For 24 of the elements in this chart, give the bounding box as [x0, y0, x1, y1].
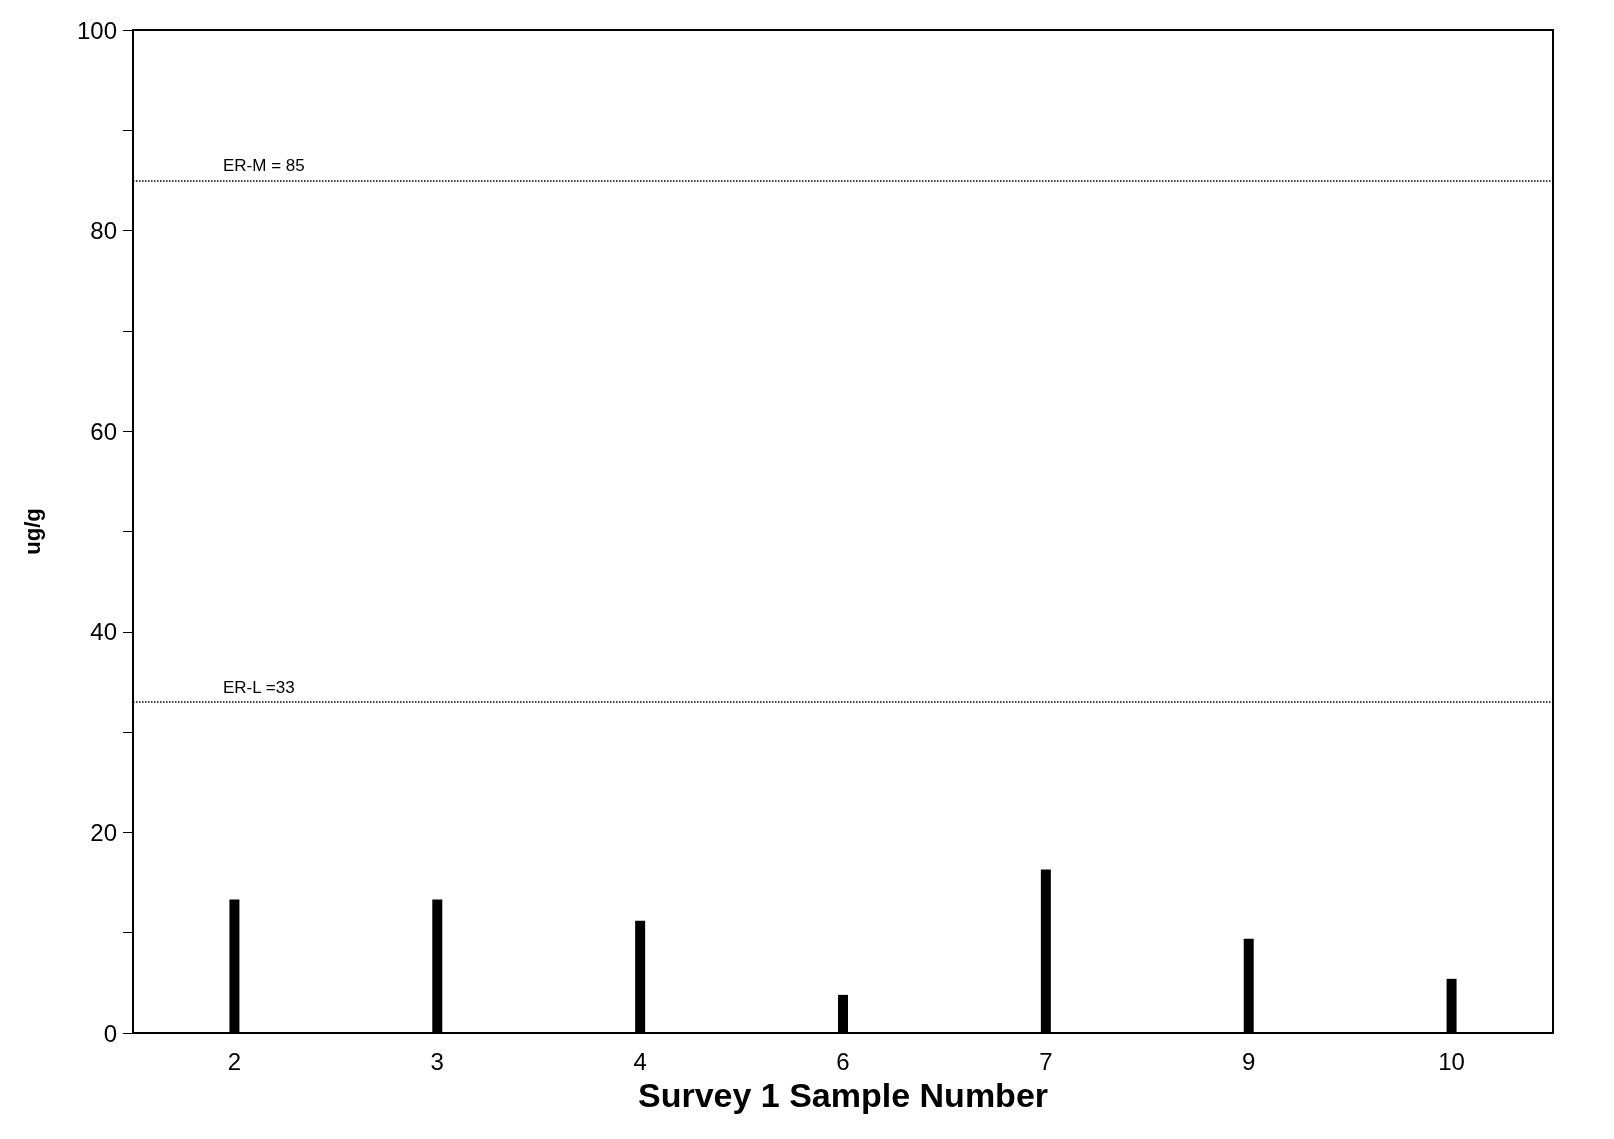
y-tick-label: 80: [90, 217, 117, 245]
x-tick-label: 3: [430, 1047, 444, 1075]
ref-line-label: ER-L =33: [223, 678, 295, 698]
bar: [635, 920, 646, 1033]
y-tick-label: 0: [103, 1019, 117, 1047]
x-tick-label: 10: [1438, 1047, 1465, 1075]
bar: [229, 899, 240, 1033]
bar: [432, 899, 443, 1033]
ref-line-label: ER-M = 85: [223, 156, 305, 176]
x-axis-title: Survey 1 Sample Number: [637, 1076, 1049, 1114]
bar: [1446, 978, 1457, 1033]
bar: [838, 994, 848, 1033]
bar: [1040, 869, 1051, 1033]
y-tick-label: 40: [90, 618, 117, 646]
x-tick-label: 4: [633, 1047, 647, 1075]
x-tick-label: 6: [836, 1047, 850, 1075]
x-tick-label: 9: [1242, 1047, 1256, 1075]
y-tick-label: 60: [90, 417, 117, 445]
x-tick-label: 2: [227, 1047, 242, 1075]
y-tick-label: 100: [76, 16, 117, 44]
x-tick-label: 7: [1039, 1047, 1053, 1075]
y-axis-title: ug/g: [19, 508, 45, 555]
bar: [1243, 938, 1254, 1033]
y-tick-label: 20: [90, 818, 117, 846]
